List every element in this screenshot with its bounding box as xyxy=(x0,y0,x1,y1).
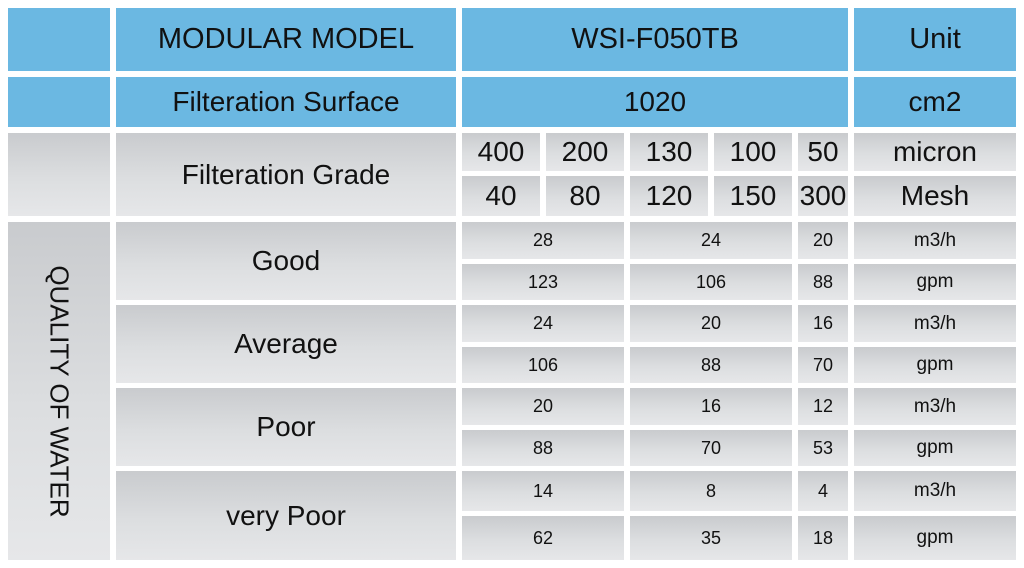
unit-gpm: gpm xyxy=(854,430,1016,466)
flow-gpm: 70 xyxy=(630,430,792,466)
corner-cell-2 xyxy=(8,77,110,127)
unit-m3h: m3/h xyxy=(854,305,1016,342)
flow-m3h: 20 xyxy=(462,388,624,425)
flow-m3h: 24 xyxy=(462,305,624,342)
quality-of-water-label: QUALITY OF WATER xyxy=(8,222,110,560)
unit-gpm: gpm xyxy=(854,347,1016,383)
flow-gpm: 35 xyxy=(630,516,792,560)
surface-unit: cm2 xyxy=(854,77,1016,127)
corner-cell xyxy=(8,8,110,71)
flow-gpm: 88 xyxy=(462,430,624,466)
flow-gpm: 123 xyxy=(462,264,624,300)
grade-corner xyxy=(8,133,110,216)
micron-value: 100 xyxy=(714,133,792,171)
flow-m3h: 16 xyxy=(630,388,792,425)
flow-gpm: 88 xyxy=(630,347,792,383)
surface-label: Filteration Surface xyxy=(116,77,456,127)
flow-m3h: 24 xyxy=(630,222,792,259)
mesh-value: 300 xyxy=(798,176,848,216)
micron-value: 200 xyxy=(546,133,624,171)
flow-m3h: 14 xyxy=(462,471,624,511)
flow-gpm: 88 xyxy=(798,264,848,300)
mesh-value: 120 xyxy=(630,176,708,216)
quality-label-good: Good xyxy=(116,222,456,300)
surface-value: 1020 xyxy=(462,77,848,127)
flow-m3h: 20 xyxy=(798,222,848,259)
flow-gpm: 106 xyxy=(462,347,624,383)
flow-m3h: 16 xyxy=(798,305,848,342)
unit-m3h: m3/h xyxy=(854,222,1016,259)
flow-gpm: 62 xyxy=(462,516,624,560)
flow-gpm: 53 xyxy=(798,430,848,466)
model-value: WSI-F050TB xyxy=(462,8,848,71)
flow-gpm: 18 xyxy=(798,516,848,560)
flow-m3h: 4 xyxy=(798,471,848,511)
quality-label-average: Average xyxy=(116,305,456,383)
model-label: MODULAR MODEL xyxy=(116,8,456,71)
micron-value: 130 xyxy=(630,133,708,171)
unit-header: Unit xyxy=(854,8,1016,71)
mesh-unit: Mesh xyxy=(854,176,1016,216)
micron-value: 50 xyxy=(798,133,848,171)
flow-m3h: 8 xyxy=(630,471,792,511)
unit-gpm: gpm xyxy=(854,264,1016,300)
unit-m3h: m3/h xyxy=(854,388,1016,425)
mesh-value: 150 xyxy=(714,176,792,216)
quality-label-poor: Poor xyxy=(116,388,456,466)
quality-label-very-poor: very Poor xyxy=(116,471,456,560)
mesh-value: 80 xyxy=(546,176,624,216)
quality-of-water-text: QUALITY OF WATER xyxy=(44,264,75,518)
flow-m3h: 28 xyxy=(462,222,624,259)
micron-unit: micron xyxy=(854,133,1016,171)
grade-label: Filteration Grade xyxy=(116,133,456,216)
unit-gpm: gpm xyxy=(854,516,1016,560)
flow-gpm: 70 xyxy=(798,347,848,383)
flow-m3h: 12 xyxy=(798,388,848,425)
micron-value: 400 xyxy=(462,133,540,171)
flow-gpm: 106 xyxy=(630,264,792,300)
flow-m3h: 20 xyxy=(630,305,792,342)
mesh-value: 40 xyxy=(462,176,540,216)
unit-m3h: m3/h xyxy=(854,471,1016,511)
